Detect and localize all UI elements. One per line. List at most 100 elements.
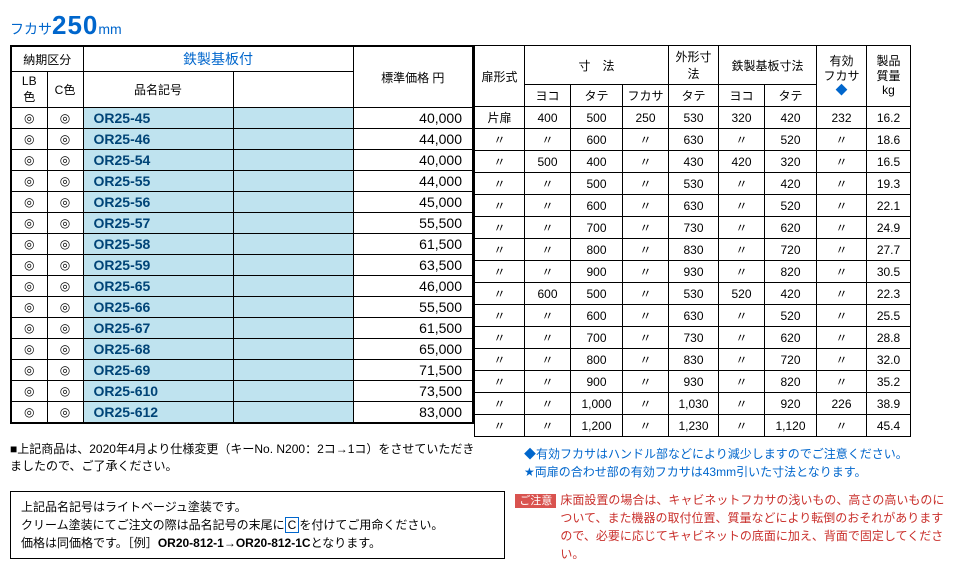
tyoko-cell: 〃 <box>719 305 765 327</box>
gtate-cell: 730 <box>669 217 719 239</box>
gtate-cell: 1,230 <box>669 415 719 437</box>
caution-line3: ので、必要に応じてキャビネットの底面に加え、背面で固定してください。 <box>560 529 943 561</box>
title-unit: mm <box>98 21 121 37</box>
c-cell: ◎ <box>47 171 83 192</box>
tobira-cell: 〃 <box>475 239 525 261</box>
tyoko-cell: 〃 <box>719 239 765 261</box>
lb-cell: ◎ <box>11 276 47 297</box>
fukasa-cell: 〃 <box>623 239 669 261</box>
price-cell: 55,500 <box>353 213 473 234</box>
table-row: ◎◎OR25-6865,000 <box>11 339 473 360</box>
tate-cell: 500 <box>571 173 623 195</box>
yoko-cell: 〃 <box>525 327 571 349</box>
yuko-cell: 〃 <box>817 371 867 393</box>
product-table-head: 納期区分 鉄製基板付 標準価格 円 LB色 C色 品名記号 <box>11 46 473 108</box>
kg-cell: 38.9 <box>867 393 911 415</box>
product-number: OR25-55 <box>83 171 233 192</box>
tate-cell: 800 <box>571 349 623 371</box>
ttate-cell: 420 <box>765 283 817 305</box>
tyoko-cell: 〃 <box>719 173 765 195</box>
blank-cell <box>233 255 353 276</box>
c-cell: ◎ <box>47 108 83 129</box>
ttate-cell: 420 <box>765 173 817 195</box>
c-cell: ◎ <box>47 381 83 402</box>
lb-cell: ◎ <box>11 360 47 381</box>
box-note-3a: 価格は同価格です。［例］ <box>21 536 158 550</box>
tate-cell: 500 <box>571 107 623 129</box>
tobira-cell: 〃 <box>475 173 525 195</box>
product-number: OR25-45 <box>83 108 233 129</box>
fukasa-cell: 250 <box>623 107 669 129</box>
price-cell: 61,500 <box>353 318 473 339</box>
ttate-cell: 820 <box>765 261 817 283</box>
gtate-cell: 830 <box>669 349 719 371</box>
c-cell: ◎ <box>47 276 83 297</box>
hdr-hinmei: 品名記号 <box>83 72 233 108</box>
tyoko-cell: 〃 <box>719 195 765 217</box>
tobira-cell: 〃 <box>475 129 525 151</box>
yuko-cell: 〃 <box>817 239 867 261</box>
yoko-cell: 〃 <box>525 195 571 217</box>
blank-cell <box>233 297 353 318</box>
blank-cell <box>233 171 353 192</box>
tyoko-cell: 〃 <box>719 261 765 283</box>
blank-cell <box>233 360 353 381</box>
product-number: OR25-57 <box>83 213 233 234</box>
yoko-cell: 〃 <box>525 305 571 327</box>
c-cell: ◎ <box>47 297 83 318</box>
lb-cell: ◎ <box>11 108 47 129</box>
c-cell: ◎ <box>47 150 83 171</box>
tobira-cell: 〃 <box>475 195 525 217</box>
c-cell: ◎ <box>47 402 83 424</box>
kg-cell: 16.5 <box>867 151 911 173</box>
ttate-cell: 520 <box>765 195 817 217</box>
yuko-cell: 〃 <box>817 151 867 173</box>
tables-row: 納期区分 鉄製基板付 標準価格 円 LB色 C色 品名記号 ◎◎OR25-454… <box>10 45 961 437</box>
kg-cell: 16.2 <box>867 107 911 129</box>
kg-cell: 45.4 <box>867 415 911 437</box>
lb-cell: ◎ <box>11 213 47 234</box>
blank-cell <box>233 318 353 339</box>
price-cell: 46,000 <box>353 276 473 297</box>
table-row: 〃600500〃530520420〃22.3 <box>475 283 911 305</box>
product-number: OR25-612 <box>83 402 233 424</box>
blank-cell <box>233 192 353 213</box>
table-row: 〃500400〃430420320〃16.5 <box>475 151 911 173</box>
caution-line1: 床面設置の場合は、キャビネットフカサの浅いもの、高さの高いものに <box>560 493 944 507</box>
table-row: 〃〃700〃730〃620〃28.8 <box>475 327 911 349</box>
tate-cell: 500 <box>571 283 623 305</box>
lb-cell: ◎ <box>11 150 47 171</box>
product-number: OR25-68 <box>83 339 233 360</box>
fukasa-cell: 〃 <box>623 305 669 327</box>
box-note-2c: C <box>285 517 300 533</box>
ttate-cell: 520 <box>765 129 817 151</box>
hdr-shitsu: 製品質量kg <box>867 46 911 107</box>
yoko-cell: 600 <box>525 283 571 305</box>
table-row: ◎◎OR25-4540,000 <box>11 108 473 129</box>
kg-cell: 24.9 <box>867 217 911 239</box>
ttate-cell: 720 <box>765 349 817 371</box>
product-number: OR25-46 <box>83 129 233 150</box>
table-row: 〃〃1,200〃1,230〃1,120〃45.4 <box>475 415 911 437</box>
product-number: OR25-67 <box>83 318 233 339</box>
hdr-yoko2: ヨコ <box>719 85 765 107</box>
tate-cell: 600 <box>571 195 623 217</box>
ttate-cell: 320 <box>765 151 817 173</box>
yuko-cell: 232 <box>817 107 867 129</box>
yoko-cell: 500 <box>525 151 571 173</box>
dimension-table-body: 片扉40050025053032042023216.2〃〃600〃630〃520… <box>475 107 911 437</box>
box-note-3b: OR20-812-1→OR20-812-1C <box>158 536 311 550</box>
tobira-cell: 〃 <box>475 217 525 239</box>
table-row: 〃〃700〃730〃620〃24.9 <box>475 217 911 239</box>
fukasa-cell: 〃 <box>623 283 669 305</box>
lb-cell: ◎ <box>11 381 47 402</box>
kg-cell: 32.0 <box>867 349 911 371</box>
ttate-cell: 920 <box>765 393 817 415</box>
tate-cell: 900 <box>571 371 623 393</box>
table-row: ◎◎OR25-5861,500 <box>11 234 473 255</box>
tate-cell: 600 <box>571 305 623 327</box>
hdr-blank <box>233 72 353 108</box>
tobira-cell: 〃 <box>475 283 525 305</box>
table-row: ◎◎OR25-4644,000 <box>11 129 473 150</box>
product-table-body: ◎◎OR25-4540,000◎◎OR25-4644,000◎◎OR25-544… <box>11 108 473 424</box>
